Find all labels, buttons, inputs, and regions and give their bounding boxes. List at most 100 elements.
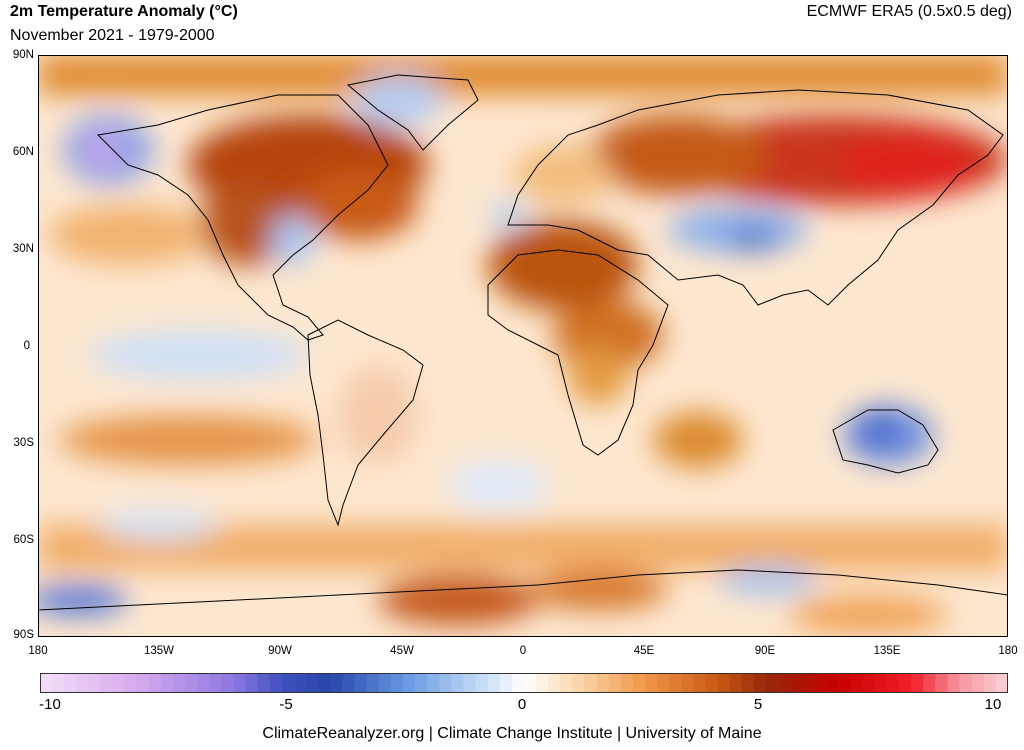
- colorbar-cell: [330, 673, 343, 693]
- anomaly-map-canvas: [38, 55, 1008, 637]
- colorbar-cell: [971, 673, 985, 693]
- colorbar-cell: [415, 673, 428, 693]
- colorbar-label-minus5: -5: [279, 696, 293, 713]
- lon-label-90w: 90W: [268, 645, 292, 657]
- colorbar-cell: [766, 673, 779, 693]
- colorbar-cell: [753, 673, 767, 693]
- lon-label-135w: 135W: [143, 645, 175, 657]
- lat-label-30s: 30S: [13, 437, 34, 449]
- colorbar-cell: [536, 673, 549, 693]
- colorbar-cell: [887, 673, 900, 693]
- colorbar-cell: [52, 673, 65, 693]
- lon-label-135e: 135E: [873, 645, 901, 657]
- colorbar-cell: [911, 673, 924, 693]
- data-source-label: ECMWF ERA5 (0.5x0.5 deg): [806, 3, 1012, 20]
- colorbar-cell: [245, 673, 259, 693]
- colorbar-cell: [354, 673, 367, 693]
- colorbar-cell: [100, 673, 113, 693]
- lat-label-90n: 90N: [12, 49, 34, 61]
- colorbar-cell: [136, 673, 150, 693]
- colorbar-cell: [802, 673, 815, 693]
- colorbar-cell: [560, 673, 573, 693]
- colorbar-label-minus10: -10: [39, 696, 61, 713]
- colorbar-cell: [173, 673, 186, 693]
- map-subtitle: November 2021 - 1979-2000: [10, 27, 215, 44]
- colorbar-cell: [608, 673, 622, 693]
- colorbar-cell: [403, 673, 416, 693]
- colorbar-cell: [657, 673, 670, 693]
- colorbar-cell: [899, 673, 912, 693]
- colorbar-cell: [645, 673, 658, 693]
- colorbar-cell: [620, 673, 634, 693]
- colorbar-cell: [729, 673, 743, 693]
- anomaly-field: [38, 55, 1008, 635]
- colorbar-cell: [306, 673, 319, 693]
- coastlines: [38, 74, 1008, 611]
- colorbar-cell: [209, 673, 222, 693]
- colorbar-cell: [499, 673, 513, 693]
- colorbar-cell: [717, 673, 730, 693]
- colorbar-cell: [282, 673, 295, 693]
- colorbar-cell: [257, 673, 271, 693]
- colorbar-cell: [983, 673, 997, 693]
- colorbar-cell: [342, 673, 355, 693]
- colorbar-cell: [548, 673, 561, 693]
- colorbar-cell: [705, 673, 718, 693]
- lat-label-eq: 0: [23, 340, 30, 352]
- colorbar-cell: [814, 673, 827, 693]
- colorbar-cell: [524, 673, 537, 693]
- colorbar-cell: [148, 673, 162, 693]
- colorbar-cell: [778, 673, 791, 693]
- colorbar-cell: [874, 673, 888, 693]
- lon-label-0: 0: [519, 645, 527, 657]
- colorbar-cell: [112, 673, 125, 693]
- colorbar-frame: [40, 673, 1008, 693]
- colorbar-cell: [88, 673, 101, 693]
- colorbar-cell: [669, 673, 682, 693]
- colorbar-cell: [572, 673, 585, 693]
- colorbar-cell: [161, 673, 174, 693]
- colorbar: [40, 673, 1008, 693]
- colorbar-label-10: 10: [984, 696, 1002, 713]
- colorbar-cell: [366, 673, 380, 693]
- colorbar-cell: [318, 673, 331, 693]
- colorbar-cell: [995, 673, 1008, 693]
- colorbar-label-0: 0: [517, 696, 527, 713]
- colorbar-cell: [439, 673, 452, 693]
- colorbar-cell: [185, 673, 198, 693]
- map-frame: [38, 55, 1008, 637]
- credit-footer: ClimateReanalyzer.org | Climate Change I…: [262, 725, 762, 742]
- colorbar-cell: [427, 673, 440, 693]
- colorbar-cell: [693, 673, 706, 693]
- colorbar-cell: [596, 673, 609, 693]
- colorbar-cell: [197, 673, 210, 693]
- colorbar-cell: [790, 673, 803, 693]
- colorbar-cell: [390, 673, 404, 693]
- map-title: 2m Temperature Anomaly (°C): [10, 3, 238, 20]
- colorbar-cell: [294, 673, 307, 693]
- lat-label-30n: 30N: [12, 243, 34, 255]
- colorbar-cell: [451, 673, 464, 693]
- colorbar-cell: [862, 673, 876, 693]
- colorbar-cell: [681, 673, 694, 693]
- colorbar-cell: [511, 673, 525, 693]
- colorbar-cell: [269, 673, 283, 693]
- colorbar-cell: [221, 673, 234, 693]
- colorbar-cell: [463, 673, 476, 693]
- colorbar-cell: [947, 673, 960, 693]
- colorbar-cell: [826, 673, 839, 693]
- colorbar-cell: [584, 673, 597, 693]
- colorbar-cell: [838, 673, 851, 693]
- colorbar-cell: [64, 673, 77, 693]
- lon-label-180e: 180: [998, 645, 1018, 657]
- lon-label-45e: 45E: [633, 645, 655, 657]
- colorbar-label-5: 5: [753, 696, 763, 713]
- colorbar-cell: [124, 673, 138, 693]
- colorbar-cell: [378, 673, 392, 693]
- colorbar-cell: [850, 673, 864, 693]
- colorbar-cell: [76, 673, 89, 693]
- colorbar-cell: [40, 673, 53, 693]
- colorbar-cell: [487, 673, 501, 693]
- colorbar-cell: [741, 673, 755, 693]
- colorbar-cell: [923, 673, 936, 693]
